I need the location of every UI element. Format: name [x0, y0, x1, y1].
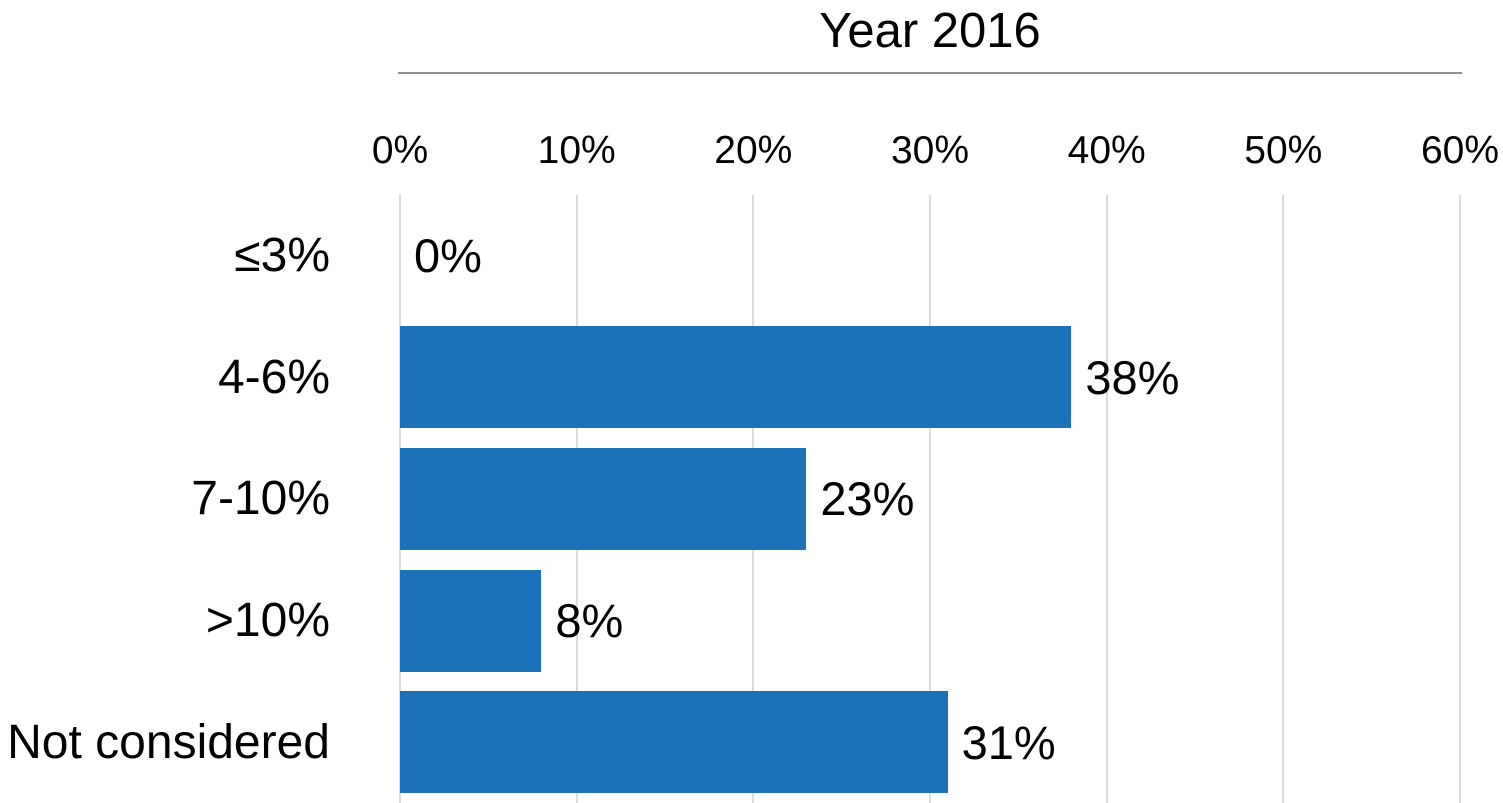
- title-underline: [398, 72, 1462, 74]
- category-label: ≤3%: [234, 229, 330, 283]
- bar: [400, 569, 542, 672]
- gridline: [1105, 195, 1108, 803]
- bar-row: 38%: [400, 317, 1460, 439]
- category-label: 4-6%: [217, 350, 330, 404]
- value-label: 23%: [820, 472, 915, 526]
- x-tick-label: 60%: [1420, 129, 1500, 172]
- bar-row: 8%: [400, 560, 1460, 682]
- x-tick-label: 30%: [890, 129, 970, 172]
- value-label: 8%: [555, 594, 624, 648]
- bar: [400, 326, 1072, 429]
- bar: [400, 447, 807, 551]
- gridline: [1282, 195, 1285, 803]
- bar-row: 0%: [400, 195, 1460, 317]
- x-tick-label: 10%: [537, 129, 616, 172]
- x-tick-label: 20%: [714, 129, 793, 172]
- value-label: 31%: [961, 715, 1056, 769]
- x-axis: 0% 10% 20% 30% 40% 50% 60%: [372, 127, 1499, 175]
- chart-title: Year 2016: [819, 4, 1041, 58]
- x-tick-label: 40%: [1067, 129, 1146, 172]
- value-label: 0%: [414, 229, 482, 283]
- gridline: [929, 195, 931, 803]
- category-label: Not considered: [7, 715, 330, 769]
- bar-rows: 0% 38% 23% 8% 31%: [400, 195, 1460, 803]
- y-axis-category-labels: ≤3% 4-6% 7-10% >10% Not considered: [0, 195, 330, 803]
- x-tick-label: 0%: [371, 129, 429, 172]
- x-tick-label: 50%: [1244, 129, 1323, 172]
- value-label: 38%: [1085, 350, 1180, 404]
- category-label: 7-10%: [191, 472, 330, 526]
- plot-area: 0% 38% 23% 8% 31%: [399, 195, 1461, 803]
- category-label: >10%: [205, 594, 330, 648]
- bar-row: 31%: [400, 681, 1460, 803]
- bar: [400, 691, 948, 794]
- bar-row: 23%: [400, 438, 1460, 560]
- gridline: [1459, 195, 1461, 803]
